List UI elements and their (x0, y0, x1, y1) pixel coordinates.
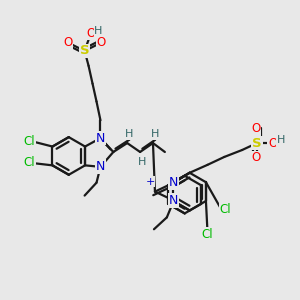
Text: S: S (252, 136, 262, 150)
Text: +: + (145, 177, 155, 187)
Text: H: H (277, 135, 285, 145)
Text: H: H (138, 157, 146, 167)
Text: Cl: Cl (202, 228, 213, 241)
Text: O: O (251, 122, 261, 135)
Text: N: N (169, 176, 178, 189)
Text: Cl: Cl (23, 135, 35, 148)
Text: H: H (125, 129, 134, 139)
Text: S: S (80, 44, 89, 57)
Text: Cl: Cl (220, 203, 231, 216)
Text: H: H (151, 129, 159, 139)
Text: N: N (96, 160, 105, 173)
Text: O: O (63, 37, 72, 50)
Text: N: N (169, 194, 178, 207)
Text: O: O (97, 37, 106, 50)
Text: H: H (94, 26, 103, 36)
Text: Cl: Cl (23, 156, 35, 170)
Text: O: O (268, 136, 278, 150)
Text: N: N (96, 132, 105, 145)
Text: O: O (86, 27, 95, 40)
Text: O: O (251, 152, 261, 164)
